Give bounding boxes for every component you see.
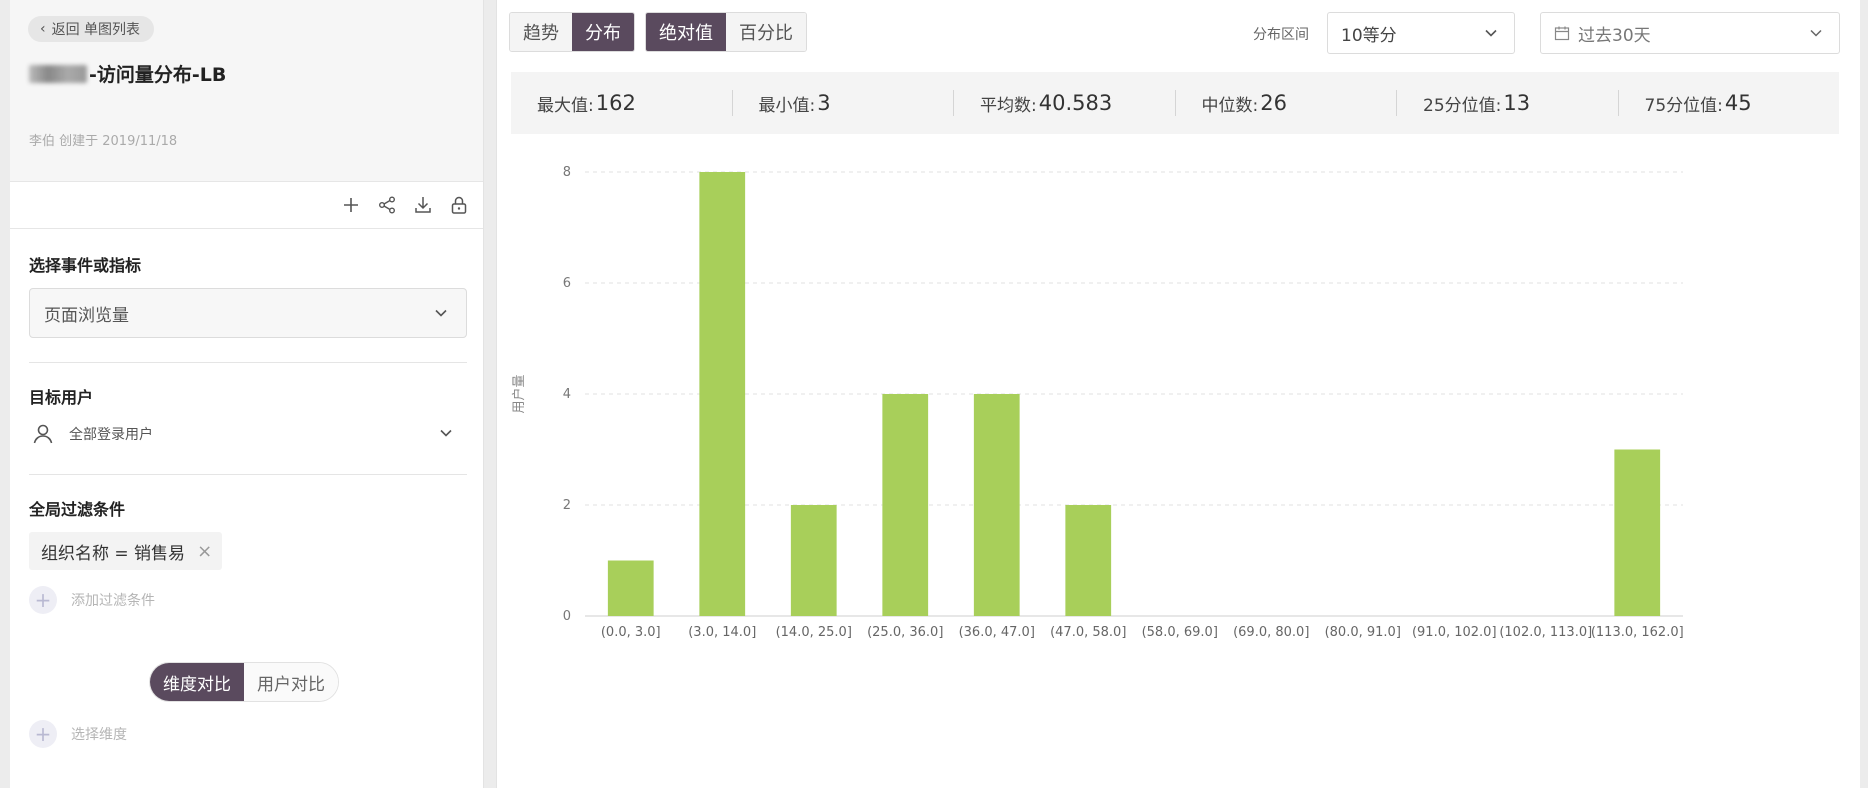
chevron-left-icon: ‹ <box>40 21 46 37</box>
chevron-down-icon <box>439 426 453 442</box>
back-label: 返回 单图列表 <box>51 22 141 38</box>
chevron-down-icon <box>434 303 448 323</box>
range-label: 分布区间 <box>1253 27 1309 43</box>
x-tick-label: (3.0, 14.0] <box>688 625 756 640</box>
stat-value: 26 <box>1260 91 1287 115</box>
event-select-value: 页面浏览量 <box>44 305 129 326</box>
report-header: ‹ 返回 单图列表 -访问量分布-LB 李伯 创建于 2019/11/18 <box>10 0 483 182</box>
range-select[interactable]: 10等分 <box>1327 12 1515 54</box>
divider <box>29 362 467 363</box>
compare-toggle: 维度对比 用户对比 <box>149 662 339 702</box>
event-select[interactable]: 页面浏览量 <box>29 288 467 338</box>
stat-value: 45 <box>1724 91 1752 115</box>
bar <box>790 505 837 616</box>
redacted-name <box>29 64 87 83</box>
user-icon <box>29 422 57 446</box>
x-tick-label: (58.0, 69.0] <box>1142 625 1218 640</box>
chevron-down-icon <box>1809 23 1823 43</box>
y-tick-label: 6 <box>563 276 571 291</box>
select-dimension-label: 选择维度 <box>71 727 127 743</box>
stat-label: 75分位值: <box>1644 95 1723 116</box>
date-range-value: 过去30天 <box>1578 25 1651 46</box>
bar <box>1614 449 1661 616</box>
creator-info: 李伯 创建于 2019/11/18 <box>29 134 178 149</box>
bar <box>882 394 929 616</box>
filter-tag[interactable]: 组织名称 = 销售易 × <box>29 532 223 570</box>
stat-label: 平均数: <box>980 95 1037 116</box>
stat-value: 162 <box>595 91 636 115</box>
filter-tag-text: 组织名称 = 销售易 <box>41 543 186 564</box>
x-tick-label: (102.0, 113.0] <box>1499 625 1592 640</box>
share-icon[interactable] <box>375 193 399 217</box>
x-tick-label: (69.0, 80.0] <box>1233 625 1309 640</box>
plus-icon: + <box>29 586 57 614</box>
bar <box>699 172 746 616</box>
stat-min: 最小值: 3 <box>731 90 954 116</box>
y-tick-label: 0 <box>563 609 571 624</box>
stats-bar: 最大值: 162 最小值: 3 平均数: 40.583 中位数: 26 25分位值: 13… <box>511 72 1839 134</box>
left-panel: ‹ 返回 单图列表 -访问量分布-LB 李伯 创建于 2019/11/18 选择… <box>10 0 484 788</box>
y-axis-label: 用户量 <box>511 374 527 413</box>
lock-icon[interactable] <box>447 193 471 217</box>
stat-p25: 25分位值: 13 <box>1396 90 1618 116</box>
calendar-icon <box>1554 25 1570 41</box>
distribution-chart: 0 2 4 6 8 用户量 (0.0, 3.0] (3.0, 14.0] (14.0, 25.0… <box>497 150 1861 770</box>
stat-label: 最大值: <box>537 95 594 116</box>
tab-distribution[interactable]: 分布 <box>572 13 634 51</box>
target-section-label: 目标用户 <box>29 388 94 407</box>
y-tick-label: 2 <box>563 498 571 513</box>
plus-icon: + <box>29 720 57 748</box>
x-tick-label: (14.0, 25.0] <box>776 625 852 640</box>
add-filter-button[interactable]: + 添加过滤条件 <box>29 586 155 614</box>
tab-trend[interactable]: 趋势 <box>510 13 572 51</box>
report-title-text: -访问量分布-LB <box>89 64 227 86</box>
stat-value: 13 <box>1503 91 1531 115</box>
bar <box>973 394 1020 616</box>
add-filter-label: 添加过滤条件 <box>71 593 155 609</box>
target-user-select[interactable]: 全部登录用户 <box>29 418 467 450</box>
stat-median: 中位数: 26 <box>1174 90 1397 116</box>
stat-label: 最小值: <box>758 95 816 116</box>
stat-label: 中位数: <box>1201 95 1259 116</box>
x-tick-label: (25.0, 36.0] <box>867 625 943 640</box>
x-tick-label: (91.0, 102.0] <box>1412 625 1497 640</box>
x-tick-label: (0.0, 3.0] <box>601 625 661 640</box>
bar <box>607 560 654 616</box>
divider <box>29 474 467 475</box>
tab-percentage[interactable]: 百分比 <box>726 13 806 51</box>
stat-value: 40.583 <box>1038 91 1113 115</box>
add-icon[interactable] <box>339 193 363 217</box>
event-section-label: 选择事件或指标 <box>29 256 142 275</box>
y-tick-label: 8 <box>563 165 571 180</box>
stat-p75: 75分位值: 45 <box>1617 90 1840 116</box>
view-tabs: 趋势 分布 <box>509 12 635 52</box>
x-tick-label: (80.0, 91.0] <box>1325 625 1401 640</box>
stat-value: 3 <box>817 91 831 115</box>
report-title: -访问量分布-LB <box>29 60 226 87</box>
user-compare-button[interactable]: 用户对比 <box>244 663 338 701</box>
x-tick-label: (113.0, 162.0] <box>1591 625 1684 640</box>
target-user-value: 全部登录用户 <box>69 427 153 443</box>
date-range-select[interactable]: 过去30天 <box>1540 12 1840 54</box>
y-tick-label: 4 <box>563 387 571 402</box>
close-icon[interactable]: × <box>197 540 213 562</box>
stat-label: 25分位值: <box>1423 95 1502 116</box>
stat-mean: 平均数: 40.583 <box>953 90 1175 116</box>
x-tick-label: (36.0, 47.0] <box>959 625 1035 640</box>
range-select-value: 10等分 <box>1341 25 1397 46</box>
tab-absolute[interactable]: 绝对值 <box>646 13 726 51</box>
dimension-compare-button[interactable]: 维度对比 <box>150 663 244 701</box>
select-dimension-button[interactable]: + 选择维度 <box>29 720 127 748</box>
download-icon[interactable] <box>411 193 435 217</box>
chevron-down-icon <box>1484 23 1498 43</box>
right-panel: 趋势 分布 绝对值 百分比 分布区间 10等分 过去30天 最大值: 162 最小… <box>496 0 1860 788</box>
stat-max: 最大值: 162 <box>511 90 732 116</box>
back-to-list-button[interactable]: ‹ 返回 单图列表 <box>28 16 155 42</box>
x-tick-label: (47.0, 58.0] <box>1050 625 1126 640</box>
bar-chart: 0 2 4 6 8 用户量 (0.0, 3.0] (3.0, 14.0] (14.0, 25.0… <box>511 165 1684 640</box>
filter-section-label: 全局过滤条件 <box>29 500 126 519</box>
bar <box>1065 505 1112 616</box>
action-bar <box>10 182 483 229</box>
mode-tabs: 绝对值 百分比 <box>645 12 807 52</box>
